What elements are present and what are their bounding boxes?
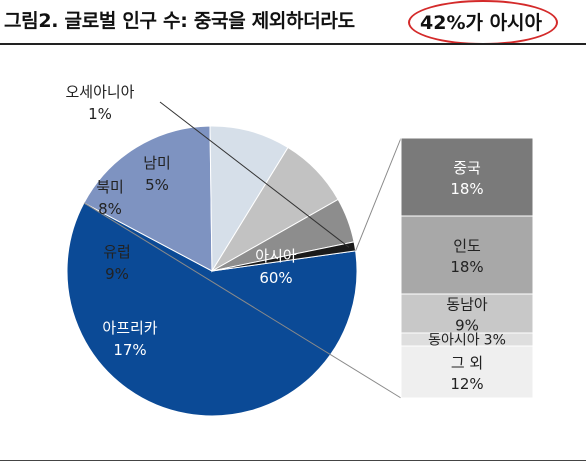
bar-label-other: 그 외 [451,354,483,372]
bar-segment-india [400,215,534,295]
pie-value-asia: 60% [259,269,292,287]
figure-title-bar: 그림2. 글로벌 인구 수: 중국을 제외하더라도 42%가 아시아 [0,0,586,45]
pie-chart [66,125,358,417]
pie-value-north-america: 8% [98,200,122,218]
connector-top [355,137,402,251]
bar-segment-china [400,137,534,217]
bar-value-west-asia: 3% [484,333,506,349]
oceania-leader-line [159,101,350,248]
bottom-divider [0,460,586,461]
bar-value-sea: 9% [455,317,479,335]
pie-value-south-america: 5% [145,176,169,194]
figure-title: 그림2. 글로벌 인구 수: 중국을 제외하더라도 [4,10,355,32]
bar-label-west-asia: 동아시아 [428,333,480,349]
pie-label-europe: 유럽 [103,243,131,261]
bar-caption-west-asia: 동아시아 3% [428,333,506,349]
pie-to-bar-connectors [83,137,402,399]
bar-value-india: 18% [450,258,483,276]
pie-label-africa: 아프리카 [102,319,157,337]
pie-value-oceania: 1% [88,105,112,123]
bar-value-other: 12% [450,375,483,393]
title-divider [0,43,586,45]
bar-segment-other [400,345,534,399]
connector-bottom [83,202,402,399]
pie-slice-asia [66,202,358,417]
pie-value-africa: 17% [113,341,146,359]
bar-value-china: 18% [450,180,483,198]
figure-title-highlight: 42%가 아시아 [408,0,559,45]
bar-label-china: 중국 [453,159,481,177]
bar-segment-sea [400,293,534,334]
bar-label-sea: 동남아 [446,296,488,314]
pie-slice-africa [83,125,213,272]
pie-label-south-america: 남미 [143,154,171,172]
bar-label-india: 인도 [453,237,481,255]
pie-slice-europe [209,125,289,273]
pie-slice-oceania [211,241,357,272]
pie-value-europe: 9% [105,265,129,283]
pie-label-asia: 아시아 [255,247,297,265]
pie-labels: 아시아 60% 아프리카 17% 유럽 9% 북미 8% 남미 5% 오세아니아 1% [65,83,350,359]
pie-label-north-america: 북미 [96,178,124,196]
pie-label-oceania: 오세아니아 [65,83,134,101]
